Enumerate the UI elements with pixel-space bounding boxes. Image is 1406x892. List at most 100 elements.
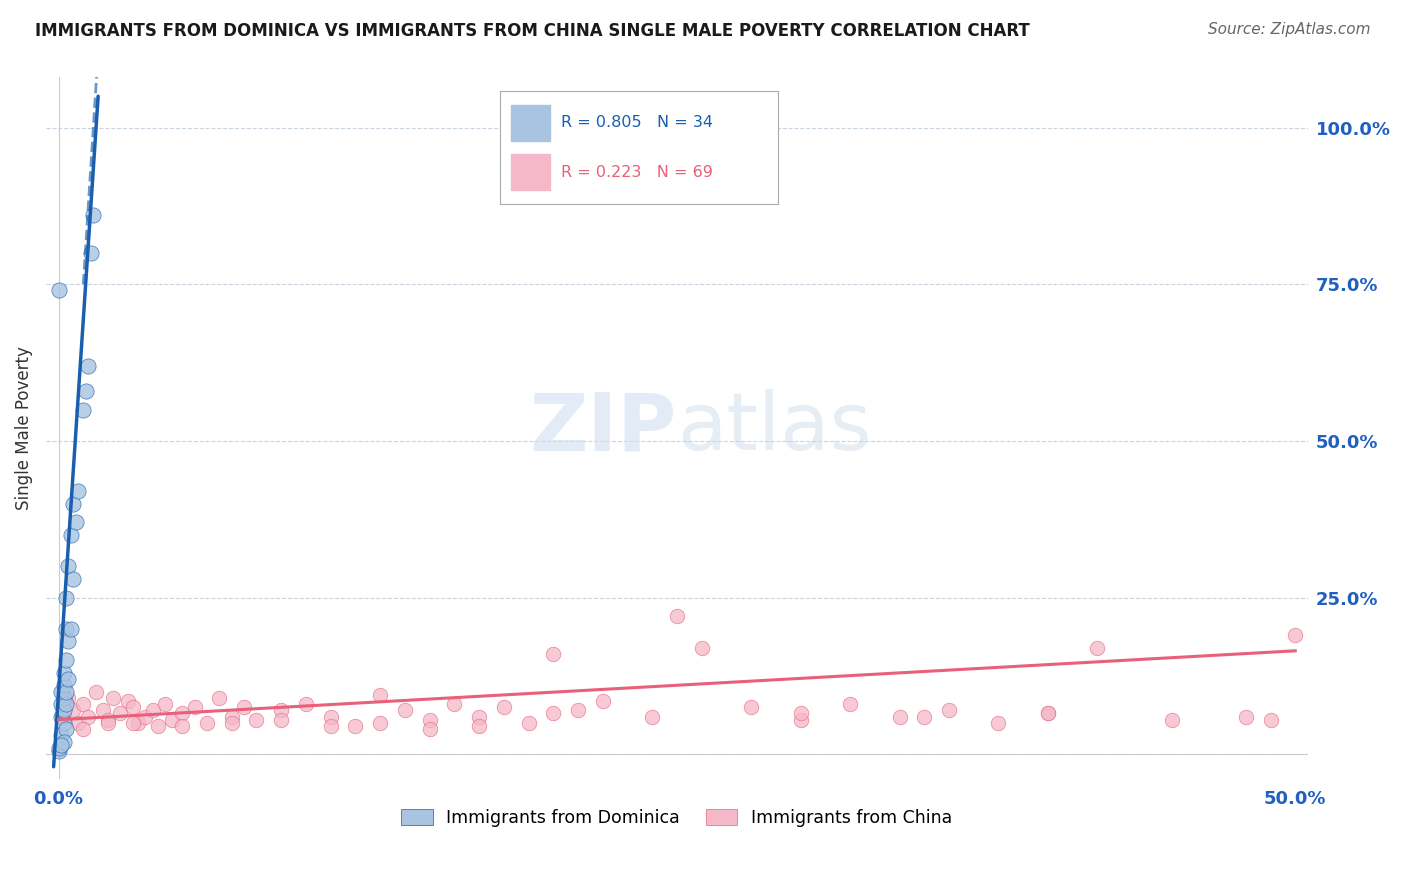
- Point: [1260, 713, 1282, 727]
- Point: [146, 719, 169, 733]
- Point: [319, 709, 342, 723]
- Point: [127, 715, 149, 730]
- Point: [49, 709, 72, 723]
- Point: [938, 703, 960, 717]
- Point: [270, 703, 292, 717]
- Point: [394, 703, 416, 717]
- Point: [58, 672, 80, 686]
- Point: [77, 709, 100, 723]
- Point: [59, 528, 82, 542]
- Point: [368, 688, 391, 702]
- Point: [789, 706, 811, 721]
- Point: [690, 640, 713, 655]
- Point: [55, 653, 77, 667]
- Point: [52, 703, 75, 717]
- Point: [110, 706, 132, 721]
- Point: [62, 703, 84, 717]
- Point: [52, 665, 75, 680]
- Point: [162, 713, 184, 727]
- Point: [52, 678, 75, 692]
- Point: [101, 690, 124, 705]
- Point: [52, 734, 75, 748]
- Point: [443, 697, 465, 711]
- Point: [82, 208, 104, 222]
- Text: IMMIGRANTS FROM DOMINICA VS IMMIGRANTS FROM CHINA SINGLE MALE POVERTY CORRELATIO: IMMIGRANTS FROM DOMINICA VS IMMIGRANTS F…: [35, 22, 1031, 40]
- Point: [567, 703, 589, 717]
- Point: [48, 740, 70, 755]
- Point: [183, 700, 205, 714]
- Point: [1234, 709, 1257, 723]
- Point: [208, 690, 231, 705]
- Point: [839, 697, 862, 711]
- Point: [58, 690, 80, 705]
- Point: [517, 715, 540, 730]
- Point: [59, 622, 82, 636]
- Point: [740, 700, 762, 714]
- Point: [48, 744, 70, 758]
- Point: [468, 709, 491, 723]
- Point: [419, 722, 441, 736]
- Point: [319, 719, 342, 733]
- Point: [172, 719, 194, 733]
- Point: [468, 719, 491, 733]
- Point: [84, 684, 107, 698]
- Point: [419, 713, 441, 727]
- Point: [55, 622, 77, 636]
- Point: [221, 715, 243, 730]
- Point: [55, 684, 77, 698]
- Point: [541, 706, 564, 721]
- Text: ZIP: ZIP: [530, 389, 676, 467]
- Point: [221, 709, 243, 723]
- Point: [195, 715, 218, 730]
- Point: [77, 359, 100, 373]
- Point: [665, 609, 688, 624]
- Point: [368, 715, 391, 730]
- Y-axis label: Single Male Poverty: Single Male Poverty: [15, 346, 32, 510]
- Point: [52, 715, 75, 730]
- Point: [142, 703, 165, 717]
- Point: [492, 700, 515, 714]
- Point: [62, 497, 84, 511]
- Point: [58, 634, 80, 648]
- Point: [91, 703, 114, 717]
- Point: [1036, 706, 1059, 721]
- Point: [134, 709, 156, 723]
- Point: [117, 694, 139, 708]
- Point: [1160, 713, 1182, 727]
- Point: [55, 591, 77, 605]
- Point: [97, 713, 120, 727]
- Point: [52, 709, 75, 723]
- Point: [97, 715, 120, 730]
- Text: atlas: atlas: [676, 389, 872, 467]
- Point: [49, 728, 72, 742]
- Point: [172, 706, 194, 721]
- Point: [889, 709, 911, 723]
- Point: [55, 722, 77, 736]
- Point: [65, 516, 87, 530]
- Point: [344, 719, 367, 733]
- Point: [295, 697, 318, 711]
- Point: [233, 700, 256, 714]
- Point: [49, 684, 72, 698]
- Point: [121, 700, 143, 714]
- Point: [912, 709, 935, 723]
- Point: [67, 715, 90, 730]
- Point: [58, 559, 80, 574]
- Point: [67, 483, 90, 498]
- Point: [49, 697, 72, 711]
- Point: [72, 722, 94, 736]
- Point: [153, 697, 176, 711]
- Point: [270, 713, 292, 727]
- Point: [245, 713, 267, 727]
- Point: [55, 697, 77, 711]
- Text: Source: ZipAtlas.com: Source: ZipAtlas.com: [1208, 22, 1371, 37]
- Point: [72, 697, 94, 711]
- Point: [52, 690, 75, 705]
- Point: [1087, 640, 1109, 655]
- Point: [72, 402, 94, 417]
- Point: [1036, 706, 1059, 721]
- Point: [789, 713, 811, 727]
- Point: [75, 384, 97, 398]
- Point: [48, 284, 70, 298]
- Point: [987, 715, 1010, 730]
